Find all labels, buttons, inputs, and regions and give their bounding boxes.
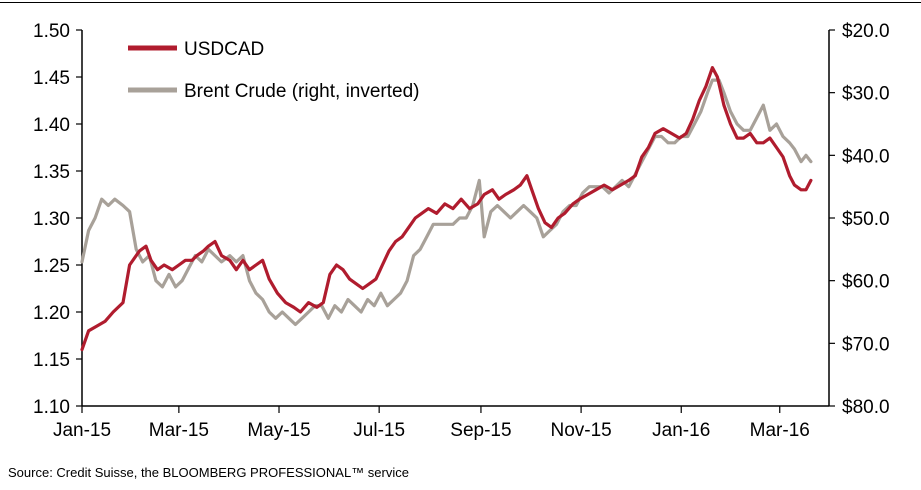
x-tick-label: Jan-15 [53,420,111,441]
legend-label: USDCAD [184,39,264,60]
y-left-tick-label: 1.20 [33,303,70,324]
x-tick-label: Jul-15 [353,420,405,441]
y-right-tick-label: $40.0 [842,146,890,167]
brent-crude-line [80,78,813,327]
y-right-tick-label: $20.0 [842,21,890,42]
chart-series-lines [80,66,813,352]
y-left-tick-label: 1.25 [33,256,70,277]
y-left-tick-label: 1.35 [33,162,70,183]
y-left-tick-label: 1.45 [33,68,70,89]
x-tick-label: Mar-15 [149,420,209,441]
x-tick-label: Sep-15 [450,420,511,441]
y-right-tick-label: $70.0 [842,334,890,355]
chart-legend: USDCAD Brent Crude (right, inverted) [128,39,420,102]
y-left-tick-label: 1.40 [33,115,70,136]
legend-label: Brent Crude (right, inverted) [184,81,420,102]
y-left-tick-label: 1.10 [33,397,70,418]
source-note: Source: Credit Suisse, the BLOOMBERG PRO… [8,465,409,480]
chart-axes: 1.10 1.15 1.20 1.25 1.30 1.35 1.40 1.45 1.50 $20.… [33,21,890,441]
x-tick-label: Mar-16 [750,420,810,441]
y-left-tick-label: 1.30 [33,209,70,230]
y-right-tick-label: $50.0 [842,209,890,230]
x-tick-label: Nov-15 [550,420,611,441]
chart: 1.10 1.15 1.20 1.25 1.30 1.35 1.40 1.45 1.50 $20.… [33,21,890,441]
x-tick-label: May-15 [247,420,310,441]
y-right-tick-label: $60.0 [842,272,890,293]
y-right-tick-label: $30.0 [842,84,890,105]
y-right-tick-label: $80.0 [842,397,890,418]
usdcad-line [80,66,813,352]
x-tick-label: Jan-16 [652,420,710,441]
top-rule [0,2,921,3]
y-left-tick-label: 1.50 [33,21,70,42]
y-left-tick-label: 1.15 [33,350,70,371]
